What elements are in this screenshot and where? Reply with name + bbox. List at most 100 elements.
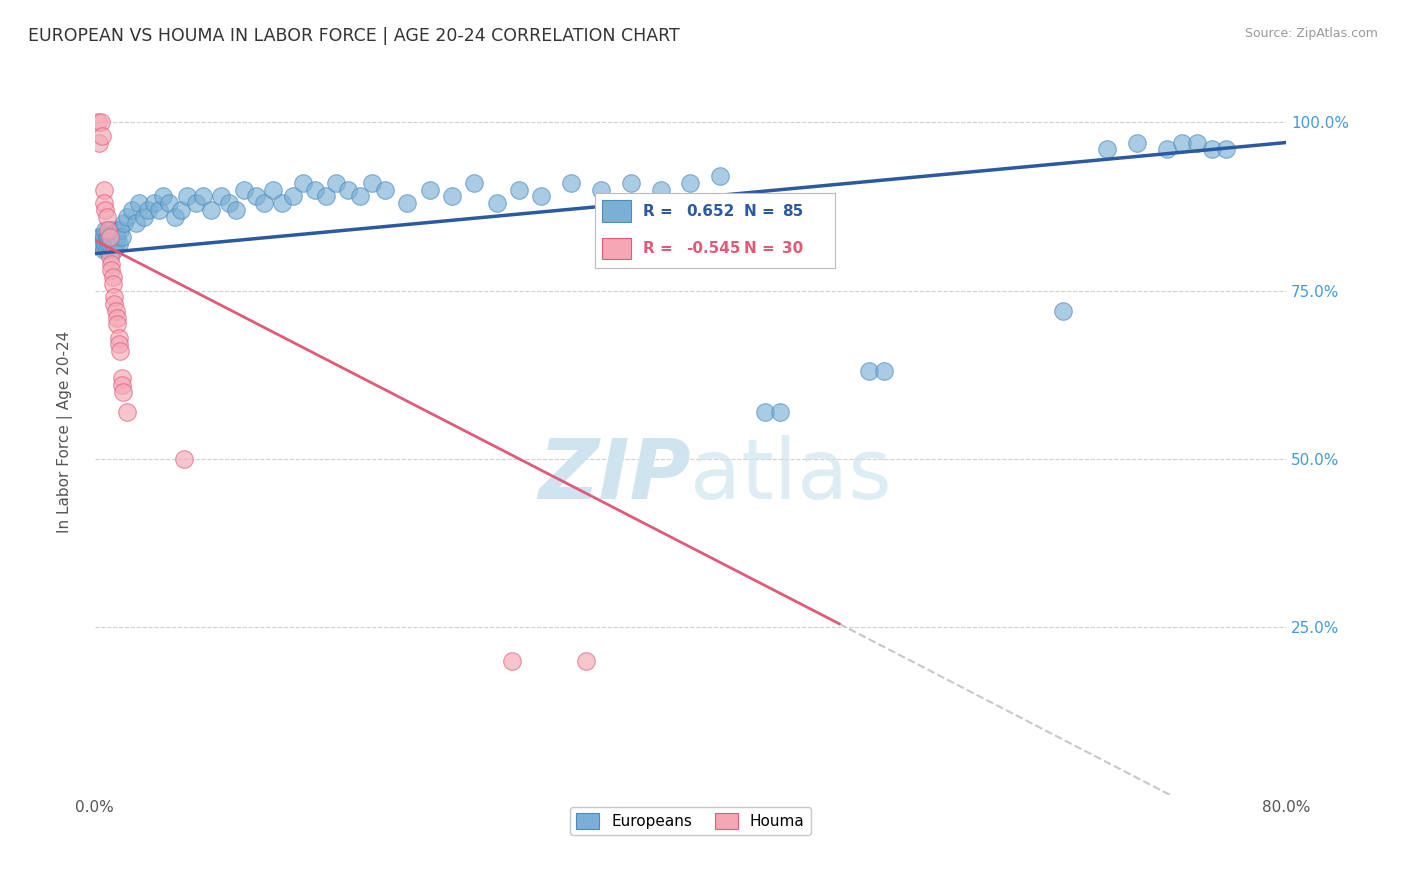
Point: [98, 223, 121, 237]
Point: [91, 236, 114, 251]
Point: [110, 371, 132, 385]
Point: [157, 196, 180, 211]
Point: [396, 196, 419, 211]
Point: [200, 202, 222, 217]
Point: [96, 244, 118, 258]
Point: [91, 128, 114, 143]
Point: [1052, 303, 1074, 318]
Point: [501, 654, 523, 668]
Point: [1126, 136, 1149, 150]
Point: [93, 196, 115, 211]
Point: [107, 331, 129, 345]
Point: [148, 202, 170, 217]
Point: [104, 303, 127, 318]
Point: [1170, 136, 1192, 150]
Text: EUROPEAN VS HOUMA IN LABOR FORCE | AGE 20-24 CORRELATION CHART: EUROPEAN VS HOUMA IN LABOR FORCE | AGE 2…: [28, 27, 681, 45]
Point: [184, 196, 207, 211]
Point: [107, 236, 129, 251]
Point: [121, 202, 143, 217]
Point: [271, 196, 294, 211]
Point: [101, 236, 124, 251]
Point: [117, 210, 139, 224]
Point: [530, 189, 553, 203]
Point: [97, 236, 120, 251]
Point: [225, 202, 247, 217]
Point: [93, 229, 115, 244]
Point: [100, 263, 122, 277]
Text: N =: N =: [744, 203, 775, 219]
Point: [89, 236, 111, 251]
Point: [170, 202, 193, 217]
Point: [94, 202, 117, 217]
Text: R =: R =: [643, 242, 673, 256]
Point: [103, 229, 125, 244]
Point: [620, 176, 643, 190]
Point: [315, 189, 337, 203]
Point: [1156, 142, 1178, 156]
Point: [679, 176, 702, 190]
Point: [560, 176, 582, 190]
Point: [93, 183, 115, 197]
Point: [262, 183, 284, 197]
Point: [336, 183, 359, 197]
Point: [98, 229, 121, 244]
Point: [508, 183, 530, 197]
Point: [325, 176, 347, 190]
Point: [709, 169, 731, 184]
Point: [114, 216, 136, 230]
Point: [1185, 136, 1208, 150]
Point: [176, 189, 198, 203]
Text: Source: ZipAtlas.com: Source: ZipAtlas.com: [1244, 27, 1378, 40]
Point: [349, 189, 371, 203]
Point: [93, 244, 115, 258]
Bar: [602, 238, 631, 260]
Point: [90, 115, 112, 129]
Point: [173, 451, 195, 466]
Point: [485, 196, 508, 211]
Point: [360, 176, 382, 190]
Point: [97, 223, 120, 237]
Point: [104, 236, 127, 251]
Point: [419, 183, 441, 197]
Point: [96, 229, 118, 244]
Text: -0.545: -0.545: [686, 242, 741, 256]
Point: [374, 183, 396, 197]
Point: [94, 223, 117, 237]
Point: [101, 277, 124, 291]
Text: 0.652: 0.652: [686, 203, 735, 219]
Point: [100, 229, 122, 244]
Text: atlas: atlas: [690, 435, 891, 516]
Point: [858, 364, 880, 378]
Point: [108, 223, 131, 237]
Point: [94, 236, 117, 251]
Point: [281, 189, 304, 203]
Point: [441, 189, 464, 203]
Point: [89, 136, 111, 150]
Point: [105, 229, 128, 244]
Text: 30: 30: [782, 242, 803, 256]
Point: [136, 202, 159, 217]
Point: [1215, 142, 1237, 156]
Point: [589, 183, 612, 197]
Text: ZIP: ZIP: [537, 435, 690, 516]
Point: [103, 290, 125, 304]
Point: [769, 405, 792, 419]
Point: [86, 115, 108, 129]
Point: [90, 229, 112, 244]
Point: [111, 384, 134, 399]
Point: [152, 189, 174, 203]
Point: [209, 189, 232, 203]
Text: N =: N =: [744, 242, 775, 256]
Point: [100, 257, 122, 271]
Point: [754, 405, 776, 419]
Legend: Europeans, Houma: Europeans, Houma: [569, 806, 811, 835]
Point: [105, 318, 128, 332]
Point: [245, 189, 267, 203]
Point: [650, 183, 672, 197]
Point: [110, 229, 132, 244]
Point: [143, 196, 166, 211]
Point: [132, 210, 155, 224]
Point: [1097, 142, 1119, 156]
Point: [103, 297, 125, 311]
Point: [104, 223, 127, 237]
